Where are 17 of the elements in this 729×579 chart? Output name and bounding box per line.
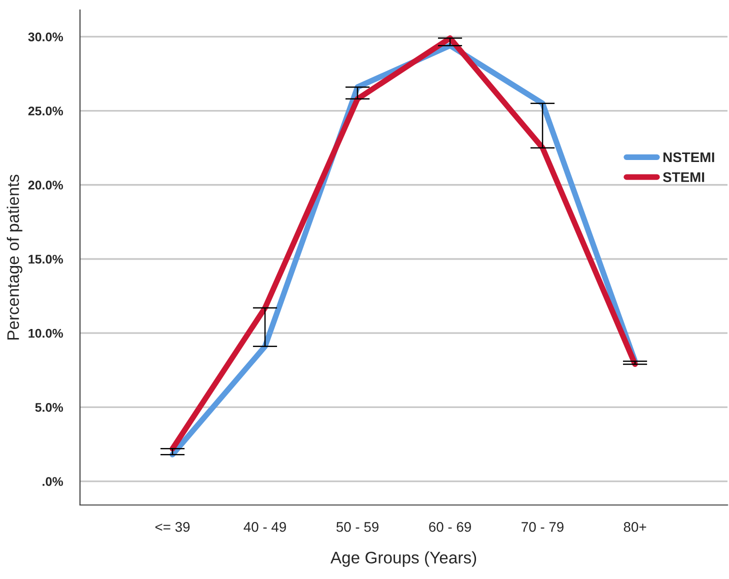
legend-label: NSTEMI (664, 152, 714, 162)
y-tick-label: 20.0% (28, 180, 64, 190)
y-tick-label: 30.0% (28, 32, 64, 42)
x-tick-label: 40 - 49 (244, 522, 286, 532)
y-tick-label: 15.0% (28, 254, 64, 264)
y-tick-label: 25.0% (28, 106, 64, 116)
x-tick-label: <= 39 (155, 522, 190, 532)
y-tick-label: 10.0% (28, 328, 64, 338)
y-tick-label: .0% (42, 477, 64, 486)
x-axis-title: Age Groups (Years) (330, 551, 476, 567)
y-tick-label: 5.0% (35, 402, 64, 412)
y-axis-title: Percentage of patients (6, 174, 22, 340)
x-tick-label: 70 - 79 (522, 522, 564, 532)
x-tick-label: 80+ (624, 522, 646, 532)
x-tick-label: 60 - 69 (429, 522, 471, 532)
legend-label: STEMI (662, 172, 704, 182)
x-tick-label: 50 - 59 (336, 522, 378, 532)
